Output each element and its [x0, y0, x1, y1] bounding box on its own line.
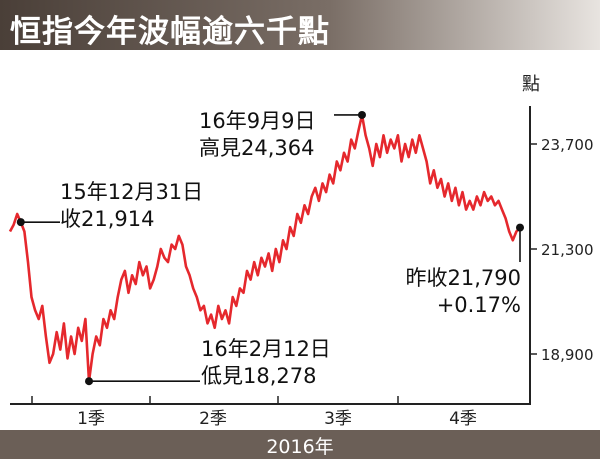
annotation-low-text-line-1: 16年2月12日 [201, 337, 331, 361]
chart-axes [10, 106, 531, 405]
x-axis-year-label: 2016年 [266, 436, 334, 458]
y-axis-ticks: 18,900 21,300 23,700 [530, 136, 594, 364]
annotation-start-dot [16, 218, 25, 227]
y-tick-label-1: 18,900 [541, 346, 594, 364]
title-bar: 恒指今年波幅逾六千點 [0, 0, 600, 50]
y-tick-label-3: 23,700 [541, 136, 594, 154]
annotation-high-text-line-1: 16年9月9日 [199, 109, 315, 133]
annotation-latest-text-line-2: +0.17% [437, 293, 521, 317]
annotation-high-text-line-2: 高見24,364 [199, 136, 314, 160]
annotation-low-text-line-2: 低見18,278 [201, 364, 316, 388]
line-chart: 18,900 21,300 23,700 1季 2季 3季 4季 15年12月31日收21… [8, 74, 594, 429]
annotation-start-text-line-1: 15年12月31日 [60, 180, 203, 204]
annotation-latest-text-line-1: 昨收21,790 [406, 266, 521, 290]
quarter-label-4: 4季 [449, 409, 477, 429]
series-line-hsi [8, 113, 521, 383]
quarter-label-1: 1季 [77, 409, 105, 429]
footer-bar [0, 430, 600, 459]
quarter-label-3: 3季 [324, 409, 352, 429]
quarter-label-2: 2季 [199, 409, 227, 429]
annotation-low-dot [85, 377, 94, 386]
chart-title: 恒指今年波幅逾六千點 [10, 14, 330, 50]
annotation-latest-dot [516, 223, 524, 232]
y-tick-label-2: 21,300 [541, 241, 594, 259]
annotation-high-dot [357, 110, 366, 119]
annotation-start-text-line-2: 收21,914 [60, 207, 154, 231]
y-axis-label: 點 [522, 74, 540, 95]
x-axis-quarters: 1季 2季 3季 4季 [77, 409, 477, 429]
